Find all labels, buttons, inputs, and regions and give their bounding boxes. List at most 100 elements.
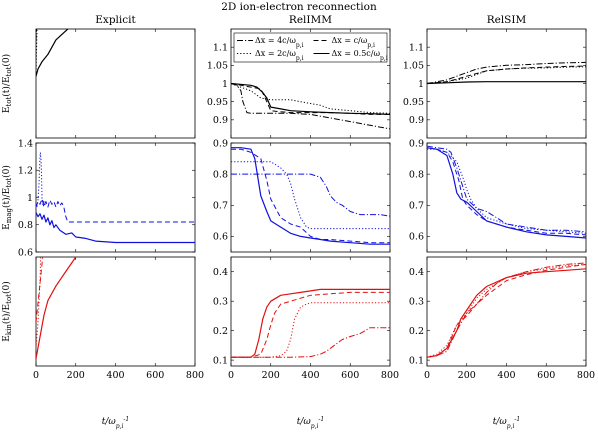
panel-e-mag-relsim: 0.6 0.7 0.8 0.9 (409, 138, 587, 253)
y-tick-label: 0.9 (409, 138, 424, 149)
series-line-dotted (427, 66, 586, 84)
series-line-dashdot (231, 83, 390, 130)
y-tick-label: 0.3 (409, 296, 424, 307)
y-tick-label: 0.1 (409, 355, 424, 366)
series-line-dashdot (231, 173, 390, 217)
axes-frame (35, 142, 196, 253)
y-tick-label: 1.1 (409, 42, 424, 53)
series-line-dashed (231, 148, 390, 244)
x-axis-label: t/ωp,i-1 (297, 416, 325, 430)
y-tick-label: 1 (418, 79, 424, 90)
y-tick-label: 0.4 (213, 267, 228, 278)
panel-e-tot-relimm: 0.9 0.95 1 1.05 1.1 RelIMM (207, 14, 391, 139)
series-line-dashdot (427, 262, 586, 358)
y-tick-label: 0.1 (213, 355, 228, 366)
series-line-solid (427, 81, 586, 85)
y-tick-label: 0.9 (409, 115, 424, 126)
y-tick-label: 0.8 (409, 169, 424, 180)
column-title: RelIMM (289, 14, 332, 26)
series-line-solid (231, 82, 390, 115)
series-line-dotted (231, 161, 390, 230)
y-tick-label: 0.4 (409, 267, 424, 278)
y-tick-label: 0.9 (213, 138, 228, 149)
series-line-dotted (231, 302, 390, 358)
y-tick-label: 0.3 (213, 296, 228, 307)
panel-e-kin-relimm: 0 200 400 600 800 0.1 0.2 0.3 0.4 (213, 256, 399, 381)
x-tick-label: 600 (341, 370, 359, 381)
series-line-dashed (231, 291, 390, 358)
x-tick-label: 800 (186, 370, 204, 381)
y-tick-label: 0.2 (213, 326, 228, 337)
axes-frame (35, 256, 196, 367)
x-tick-label: 0 (228, 370, 234, 381)
column-title: RelSIM (487, 14, 527, 26)
y-tick-label: 0.9 (213, 115, 228, 126)
y-tick-label: 0.8 (18, 220, 33, 231)
series-line-dashed (36, 198, 195, 223)
y-axis-label: Emag(t)/Etot(0) (1, 165, 13, 230)
y-tick-label: 0.6 (213, 232, 228, 243)
series-line-dashed (427, 65, 586, 84)
x-tick-label: 200 (458, 370, 476, 381)
series-line-dashed (231, 83, 390, 115)
panel-e-mag-explicit: 0.6 0.8 1 1.2 1.4 (18, 138, 196, 258)
series-line-dotted (36, 257, 42, 348)
series-line-dotted (427, 148, 586, 234)
column-title: Explicit (95, 14, 136, 26)
axes-frame (35, 28, 196, 139)
y-tick-label: 0.2 (409, 326, 424, 337)
series-line-dashed (36, 257, 44, 323)
x-tick-label: 0 (33, 370, 39, 381)
legend-label: Δx = c/ωp,i (332, 36, 376, 49)
legend-label: Δx = 2c/ωp,i (255, 49, 304, 62)
y-tick-label: 0.95 (403, 97, 424, 108)
x-tick-label: 800 (577, 370, 595, 381)
legend-label: Δx = 4c/ωp,i (255, 36, 304, 49)
series-line-dotted (36, 152, 47, 208)
axes-frame (230, 256, 391, 367)
y-axis-label: Etot(t)/Etot(0) (1, 54, 13, 113)
series-line-dashed (427, 147, 586, 236)
x-axis-label: t/ωp,i-1 (493, 416, 521, 430)
y-tick-label: 0.8 (213, 169, 228, 180)
series-line-dashdot (231, 327, 390, 358)
y-axis-label: Ekin(t)/Etot(0) (1, 281, 13, 341)
panel-e-kin-relsim: 0 200 400 600 800 0.1 0.2 0.3 0.4 (409, 256, 595, 381)
panel-e-kin-explicit: 0 200 400 600 800 (33, 256, 204, 381)
y-tick-label: 0.95 (207, 97, 228, 108)
y-tick-label: 0.6 (18, 247, 33, 258)
y-tick-label: 1.05 (403, 61, 424, 72)
panel-e-tot-explicit: Explicit (35, 14, 196, 139)
axes-frame (426, 28, 587, 139)
y-tick-label: 0.7 (409, 201, 424, 212)
series-line-dotted (427, 263, 586, 358)
y-tick-label: 0.6 (409, 232, 424, 243)
y-tick-label: 1.05 (207, 61, 228, 72)
y-tick-label: 1 (27, 193, 33, 204)
panel-e-tot-relsim: 0.9 0.95 1 1.05 1.1 RelSIM (403, 14, 587, 139)
y-tick-label: 1.4 (18, 138, 33, 149)
x-tick-label: 600 (146, 370, 164, 381)
y-tick-label: 1 (222, 79, 228, 90)
y-tick-label: 0.7 (213, 201, 228, 212)
legend: Δx = 4c/ωp,i Δx = c/ωp,i Δx = 2c/ωp,i Δx = … (233, 32, 388, 63)
series-line-solid (36, 212, 195, 244)
x-tick-label: 600 (537, 370, 555, 381)
series-line-dashdot (427, 61, 586, 84)
series-line-solid (231, 147, 390, 245)
x-tick-label: 200 (67, 370, 85, 381)
x-tick-label: 400 (497, 370, 515, 381)
x-axis-label: t/ωp,i-1 (102, 416, 130, 430)
x-tick-label: 800 (381, 370, 399, 381)
x-tick-label: 400 (106, 370, 124, 381)
x-tick-label: 200 (262, 370, 280, 381)
series-line-solid (427, 268, 586, 358)
series-line-dashed (427, 263, 586, 358)
series-line-solid (231, 288, 390, 358)
axes-frame (426, 256, 587, 367)
figure-title: 2D ion-electron reconnection (221, 1, 377, 13)
series-line-solid (36, 29, 69, 77)
y-tick-label: 1.1 (213, 42, 228, 53)
